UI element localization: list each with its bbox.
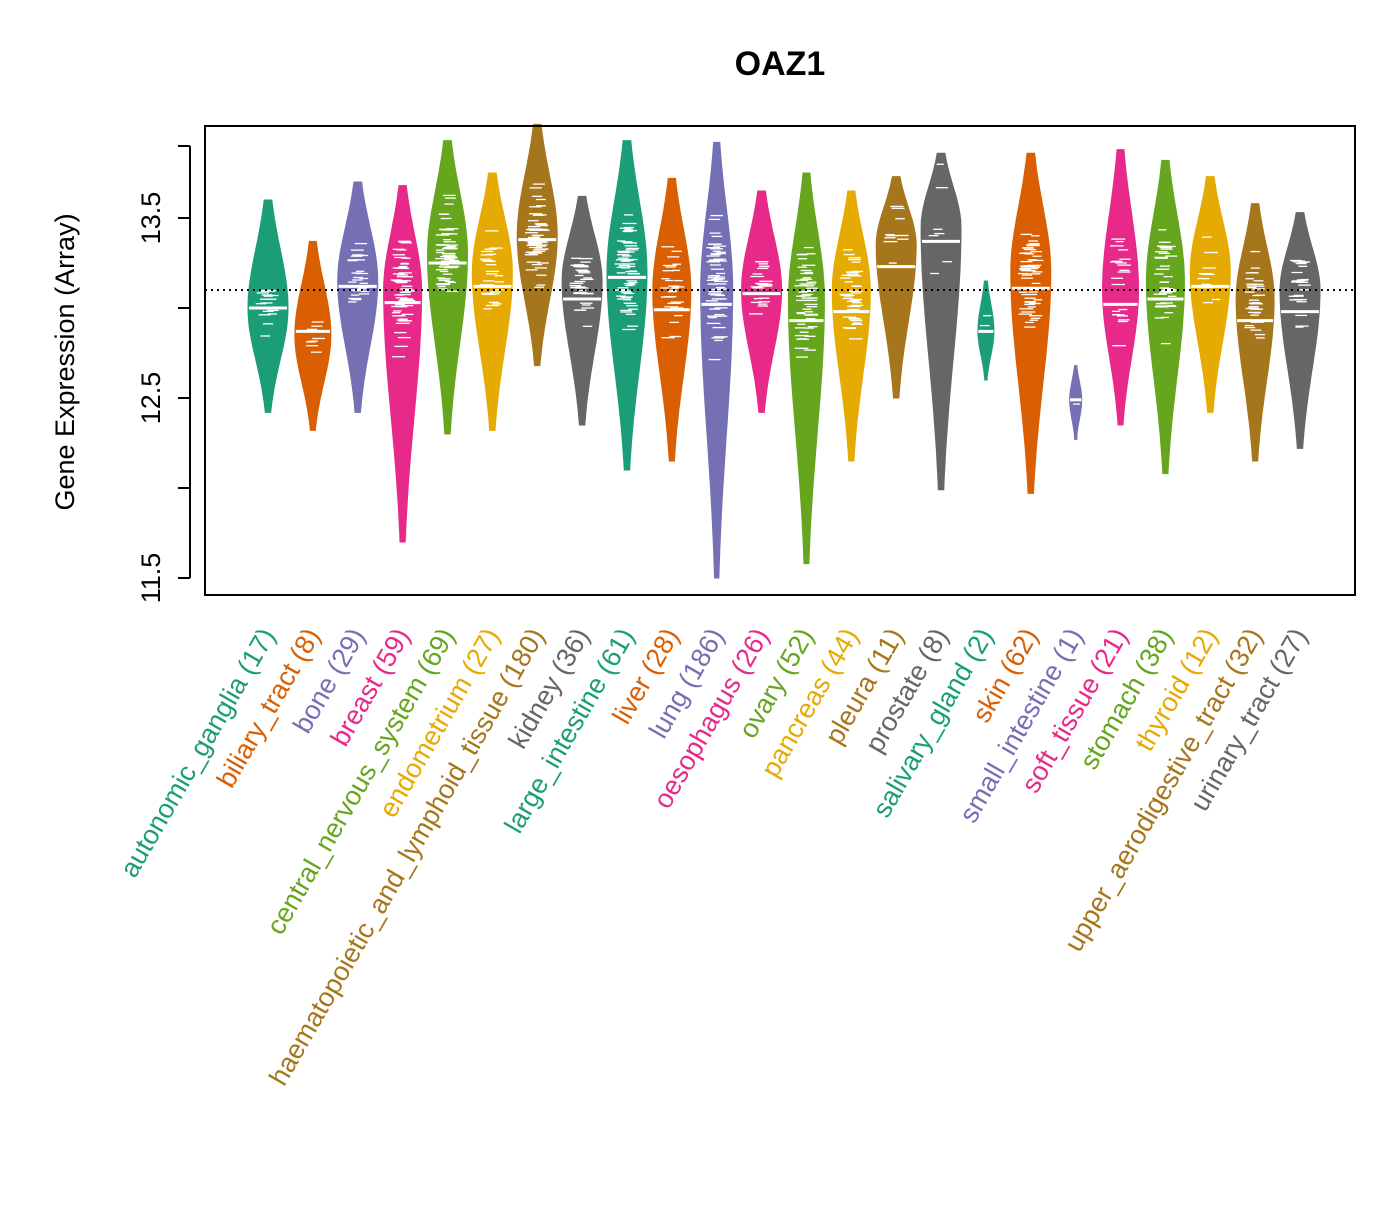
violin-biliary_tract bbox=[294, 240, 332, 431]
violin-body bbox=[471, 172, 513, 431]
violin-thyroid bbox=[1189, 176, 1231, 413]
violin-body bbox=[1010, 152, 1052, 494]
violin-ovary bbox=[787, 172, 825, 565]
violin-body bbox=[1101, 149, 1139, 426]
y-axis: 11.5 12.5 13.5 bbox=[136, 145, 191, 604]
violin-kidney bbox=[561, 195, 603, 426]
violin-body bbox=[427, 140, 468, 435]
y-tick-label: 11.5 bbox=[136, 553, 166, 604]
x-axis-labels: autonomic_ganglia (17)biliary_tract (8)b… bbox=[114, 623, 1313, 1090]
violin-body bbox=[787, 172, 825, 565]
violin-central_nervous_system bbox=[427, 140, 468, 435]
violin-body bbox=[1235, 203, 1275, 462]
violin-small_intestine bbox=[1069, 365, 1083, 440]
violin-body bbox=[831, 190, 871, 462]
violin-oesophagus bbox=[741, 190, 783, 413]
plot-frame bbox=[204, 125, 1356, 596]
violin-salivary_gland bbox=[977, 280, 995, 381]
violin-stomach bbox=[1145, 159, 1185, 475]
violin-body bbox=[337, 181, 379, 413]
violin-body bbox=[1069, 365, 1083, 440]
y-axis-label: Gene Expression (Array) bbox=[50, 213, 80, 510]
violin-bone bbox=[337, 181, 379, 413]
violin-body bbox=[652, 177, 692, 462]
violin-pancreas bbox=[831, 190, 871, 462]
violin-upper_aerodigestive_tract bbox=[1235, 203, 1275, 462]
violin-body bbox=[1189, 176, 1231, 413]
y-tick-label: 12.5 bbox=[136, 372, 166, 425]
violin-large_intestine bbox=[606, 140, 648, 471]
chart-title: OAZ1 bbox=[735, 45, 826, 83]
violin-liver bbox=[652, 177, 692, 462]
violin-soft_tissue bbox=[1101, 149, 1139, 426]
violin-body bbox=[383, 185, 423, 543]
violin-body bbox=[1279, 212, 1321, 449]
violin-urinary_tract bbox=[1279, 212, 1321, 449]
violin-endometrium bbox=[471, 172, 513, 431]
violin-haematopoietic_and_lymphoid_tissue bbox=[516, 123, 558, 367]
violin-autonomic_ganglia bbox=[247, 199, 289, 413]
violin-pleura bbox=[875, 176, 917, 399]
violin-body bbox=[875, 176, 917, 399]
violin-body bbox=[247, 199, 289, 413]
violin-lung bbox=[700, 141, 734, 579]
violin-prostate bbox=[920, 152, 962, 491]
violin-breast bbox=[383, 185, 423, 543]
violin-skin bbox=[1010, 152, 1052, 494]
violins-layer bbox=[247, 123, 1321, 579]
violin-body bbox=[294, 240, 332, 431]
violin-body bbox=[920, 152, 962, 491]
y-tick-label: 13.5 bbox=[136, 192, 166, 245]
